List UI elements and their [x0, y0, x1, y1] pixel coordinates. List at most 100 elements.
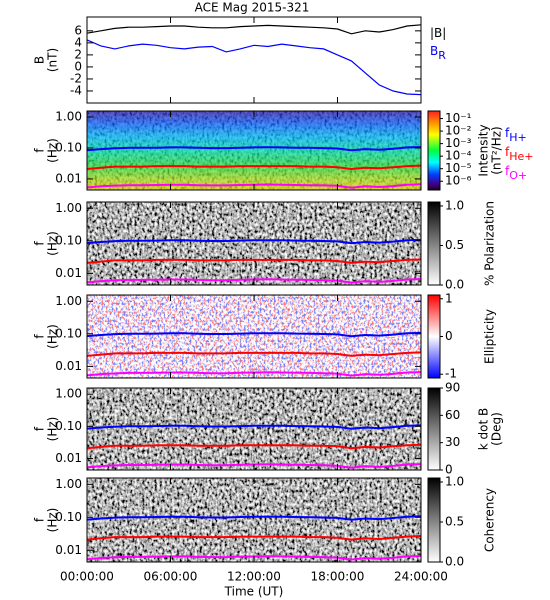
colorbar-tick-label: 10⁻¹ [445, 111, 472, 125]
colorbar-tick-label: -1 [445, 367, 457, 381]
spectrogram-texture [87, 295, 421, 378]
colorbar-label: Coherency [483, 488, 497, 552]
y-tick-label: 0.10 [55, 510, 82, 524]
colorbar [427, 201, 441, 286]
y-axis-label: (Hz) [46, 508, 60, 533]
colorbar [427, 294, 441, 379]
colorbar-tick-label: 0.5 [445, 515, 464, 529]
y-tick-label: 0.10 [55, 233, 82, 247]
colorbar-tick-label: 90 [445, 381, 460, 395]
colorbar [427, 110, 441, 191]
colorbar-tick-label: 30 [445, 435, 460, 449]
colorbar-tick-label: 10⁻⁴ [445, 149, 472, 163]
y-axis-label: (Hz) [46, 417, 60, 442]
data-line [86, 39, 422, 96]
y-axis-label: f [33, 517, 47, 522]
legend-subscript: R [438, 49, 446, 62]
y-tick-label: 2 [74, 47, 82, 61]
y-axis-label: f [33, 241, 47, 246]
legend-label: fO+ [505, 164, 527, 183]
x-tick-label: 12:00:00 [227, 570, 281, 584]
colorbar-tick-label: 0.0 [445, 278, 464, 292]
y-axis-label: B [33, 56, 47, 64]
colorbar-tick-label: 10⁻⁵ [445, 161, 472, 175]
spectrogram-texture [87, 111, 421, 190]
data-line [86, 24, 422, 35]
colorbar-label: (Deg) [490, 412, 504, 446]
y-tick-label: 0.01 [55, 171, 82, 185]
colorbar-tick-label: 1.0 [445, 475, 464, 489]
y-axis-label: (nT) [46, 48, 60, 72]
y-tick-label: 0.10 [55, 419, 82, 433]
y-tick-label: 4 [74, 35, 82, 49]
y-tick-label: 1.00 [55, 201, 82, 215]
x-axis-label: Time (UT) [224, 585, 284, 599]
legend-label: |B| [430, 26, 446, 40]
colorbar-tick-label: 0 [445, 463, 453, 477]
colorbar-tick-label: 0 [445, 329, 453, 343]
colorbar-label: Ellipticity [483, 309, 497, 364]
data-line [86, 535, 422, 541]
data-line [86, 164, 422, 171]
y-axis-label: f [33, 148, 47, 153]
data-line [86, 424, 422, 430]
y-tick-label: 1.00 [55, 477, 82, 491]
legend-label: BR [430, 44, 446, 63]
legend-name: f [505, 145, 510, 159]
colorbar-tick-label: 1.0 [445, 198, 464, 212]
x-tick-label: 18:00:00 [311, 570, 365, 584]
colorbar-tick-label: 60 [445, 408, 460, 422]
y-tick-label: 0 [74, 59, 82, 73]
y-axis-label: f [33, 334, 47, 339]
legend-label: fH+ [505, 126, 527, 145]
colorbar-tick-label: 10⁻² [445, 124, 472, 138]
legend-subscript: O+ [509, 169, 527, 182]
colorbar [427, 387, 441, 471]
data-line [86, 238, 422, 245]
y-tick-label: -2 [70, 71, 82, 85]
legend-subscript: He+ [509, 150, 533, 163]
colorbar-tick-label: 1 [445, 291, 453, 305]
y-tick-label: 6 [74, 23, 82, 37]
chart-title: ACE Mag 2015-321 [195, 1, 310, 15]
legend-label: fHe+ [505, 145, 534, 164]
y-tick-label: 0.10 [55, 140, 82, 154]
colorbar-label: k dot B [477, 408, 491, 450]
data-line [86, 443, 422, 450]
y-tick-label: 0.01 [55, 266, 82, 280]
colorbar-tick-label: 0.5 [445, 238, 464, 252]
y-tick-label: 1.00 [55, 294, 82, 308]
colorbar-label: % Polarization [483, 201, 497, 286]
legend-name: |B| [430, 26, 446, 40]
y-axis-label: (Hz) [46, 231, 60, 256]
spectrogram-texture [87, 478, 421, 562]
x-tick-label: 00:00:00 [60, 570, 114, 584]
y-axis-label: f [33, 426, 47, 431]
y-axis-label: (Hz) [46, 324, 60, 349]
legend-name: f [505, 126, 510, 140]
y-axis-label: (Hz) [46, 138, 60, 163]
colorbar [427, 477, 441, 563]
data-line [86, 258, 422, 264]
y-tick-label: 1.00 [55, 387, 82, 401]
data-line [86, 351, 422, 357]
colorbar-label: (nT²/Hz) [490, 126, 504, 174]
data-line [86, 515, 422, 521]
data-line [86, 146, 422, 152]
legend-subscript: H+ [509, 131, 527, 144]
data-line [86, 331, 422, 338]
spectrogram-texture [87, 202, 421, 285]
legend-name: B [430, 44, 438, 58]
colorbar-tick-label: 10⁻³ [445, 136, 472, 150]
y-tick-label: 1.00 [55, 109, 82, 123]
colorbar-label: Intensity [477, 124, 491, 176]
plot-frame [86, 16, 422, 104]
colorbar-tick-label: 10⁻⁶ [445, 174, 472, 188]
x-tick-label: 06:00:00 [144, 570, 198, 584]
y-tick-label: 0.01 [55, 451, 82, 465]
y-tick-label: 0.01 [55, 543, 82, 557]
y-tick-label: 0.10 [55, 326, 82, 340]
legend-name: f [505, 164, 510, 178]
colorbar-tick-label: 0.0 [445, 555, 464, 569]
